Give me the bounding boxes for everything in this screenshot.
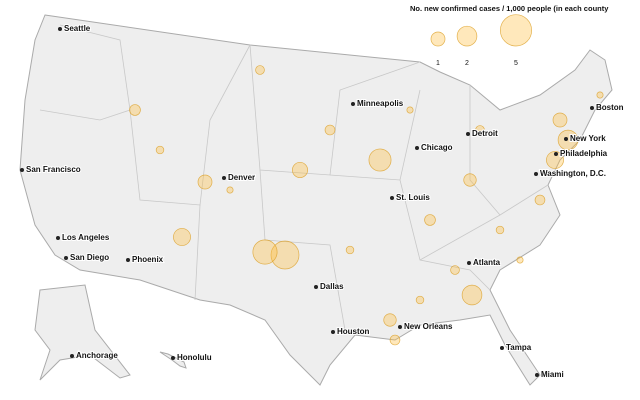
city-dot	[466, 132, 470, 136]
county-bubble	[368, 148, 392, 172]
city-dot	[126, 258, 130, 262]
county-bubble	[461, 284, 483, 306]
county-bubble	[324, 124, 336, 136]
city-dot	[564, 137, 568, 141]
alaska-outline	[34, 284, 131, 381]
city-dot	[64, 256, 68, 260]
state-borders	[39, 24, 549, 331]
city-label: San Diego	[70, 253, 109, 262]
county-bubble	[345, 245, 355, 255]
county-bubble	[129, 104, 141, 116]
legend-bubble	[456, 25, 478, 47]
city-label: Houston	[337, 327, 370, 336]
legend-title: No. new confirmed cases / 1,000 people (…	[410, 4, 609, 13]
city-label: Miami	[541, 370, 564, 379]
county-bubble	[463, 173, 477, 187]
county-bubble	[424, 214, 436, 226]
city-dot	[535, 373, 539, 377]
city-label: Washington, D.C.	[540, 169, 606, 178]
city-dot	[331, 330, 335, 334]
city-label: Philadelphia	[560, 149, 608, 158]
county-bubble	[270, 240, 300, 270]
city-label: Tampa	[506, 343, 532, 352]
city-label: Honolulu	[177, 353, 212, 362]
city-label: Boston	[596, 103, 624, 112]
city-label: Seattle	[64, 24, 91, 33]
city-label: Los Angeles	[62, 233, 110, 242]
county-bubble	[252, 239, 278, 265]
county-bubble	[596, 91, 604, 99]
legend-bubble	[430, 31, 446, 47]
county-bubble	[552, 112, 568, 128]
city-dot	[171, 356, 175, 360]
city-label: Phoenix	[132, 255, 164, 264]
city-dot	[415, 146, 419, 150]
county-bubble	[534, 194, 546, 206]
county-bubble	[255, 65, 265, 75]
county-bubbles	[129, 65, 604, 346]
city-label: Detroit	[472, 129, 498, 138]
city-label: St. Louis	[396, 193, 430, 202]
city-label: Anchorage	[76, 351, 118, 360]
us-outline	[19, 14, 613, 386]
legend-label: 1	[436, 60, 440, 67]
county-bubble	[557, 129, 579, 151]
county-bubble	[155, 145, 165, 155]
city-dot	[351, 102, 355, 106]
city-label: New Orleans	[404, 322, 453, 331]
county-bubble	[516, 256, 524, 264]
county-bubble	[406, 106, 414, 114]
city-dot	[56, 236, 60, 240]
city-dot	[467, 261, 471, 265]
legend-bubble	[499, 14, 533, 47]
county-bubble	[475, 125, 485, 135]
city-label: Atlanta	[473, 258, 501, 267]
county-bubble	[291, 161, 309, 179]
city-dot	[590, 106, 594, 110]
county-bubble	[197, 174, 213, 190]
city-label: Dallas	[320, 282, 344, 291]
county-bubble	[546, 151, 564, 169]
city-label: San Francisco	[26, 165, 81, 174]
county-bubble	[389, 334, 401, 346]
city-label: Chicago	[421, 143, 453, 152]
county-bubble	[450, 265, 460, 275]
county-bubble	[415, 295, 425, 305]
city-label: Denver	[228, 173, 255, 182]
legend-label: 5	[514, 60, 518, 67]
city-label: New York	[570, 134, 606, 143]
city-dot	[20, 168, 24, 172]
city-dot	[398, 325, 402, 329]
legend: 1 2 5	[430, 14, 533, 67]
city-dot	[314, 285, 318, 289]
county-bubble	[173, 228, 191, 246]
city-dot	[70, 354, 74, 358]
city-dot	[58, 27, 62, 31]
city-dot	[500, 346, 504, 350]
legend-label: 2	[465, 60, 469, 67]
city-dot	[390, 196, 394, 200]
county-bubble	[226, 186, 234, 194]
city-dot	[554, 152, 558, 156]
city-label: Minneapolis	[357, 99, 404, 108]
county-bubble	[495, 225, 505, 235]
city-dot	[534, 172, 538, 176]
city-dot	[222, 176, 226, 180]
cities: Seattle San Francisco Los Angeles San Diego…	[20, 23, 625, 380]
county-bubble	[383, 313, 397, 327]
